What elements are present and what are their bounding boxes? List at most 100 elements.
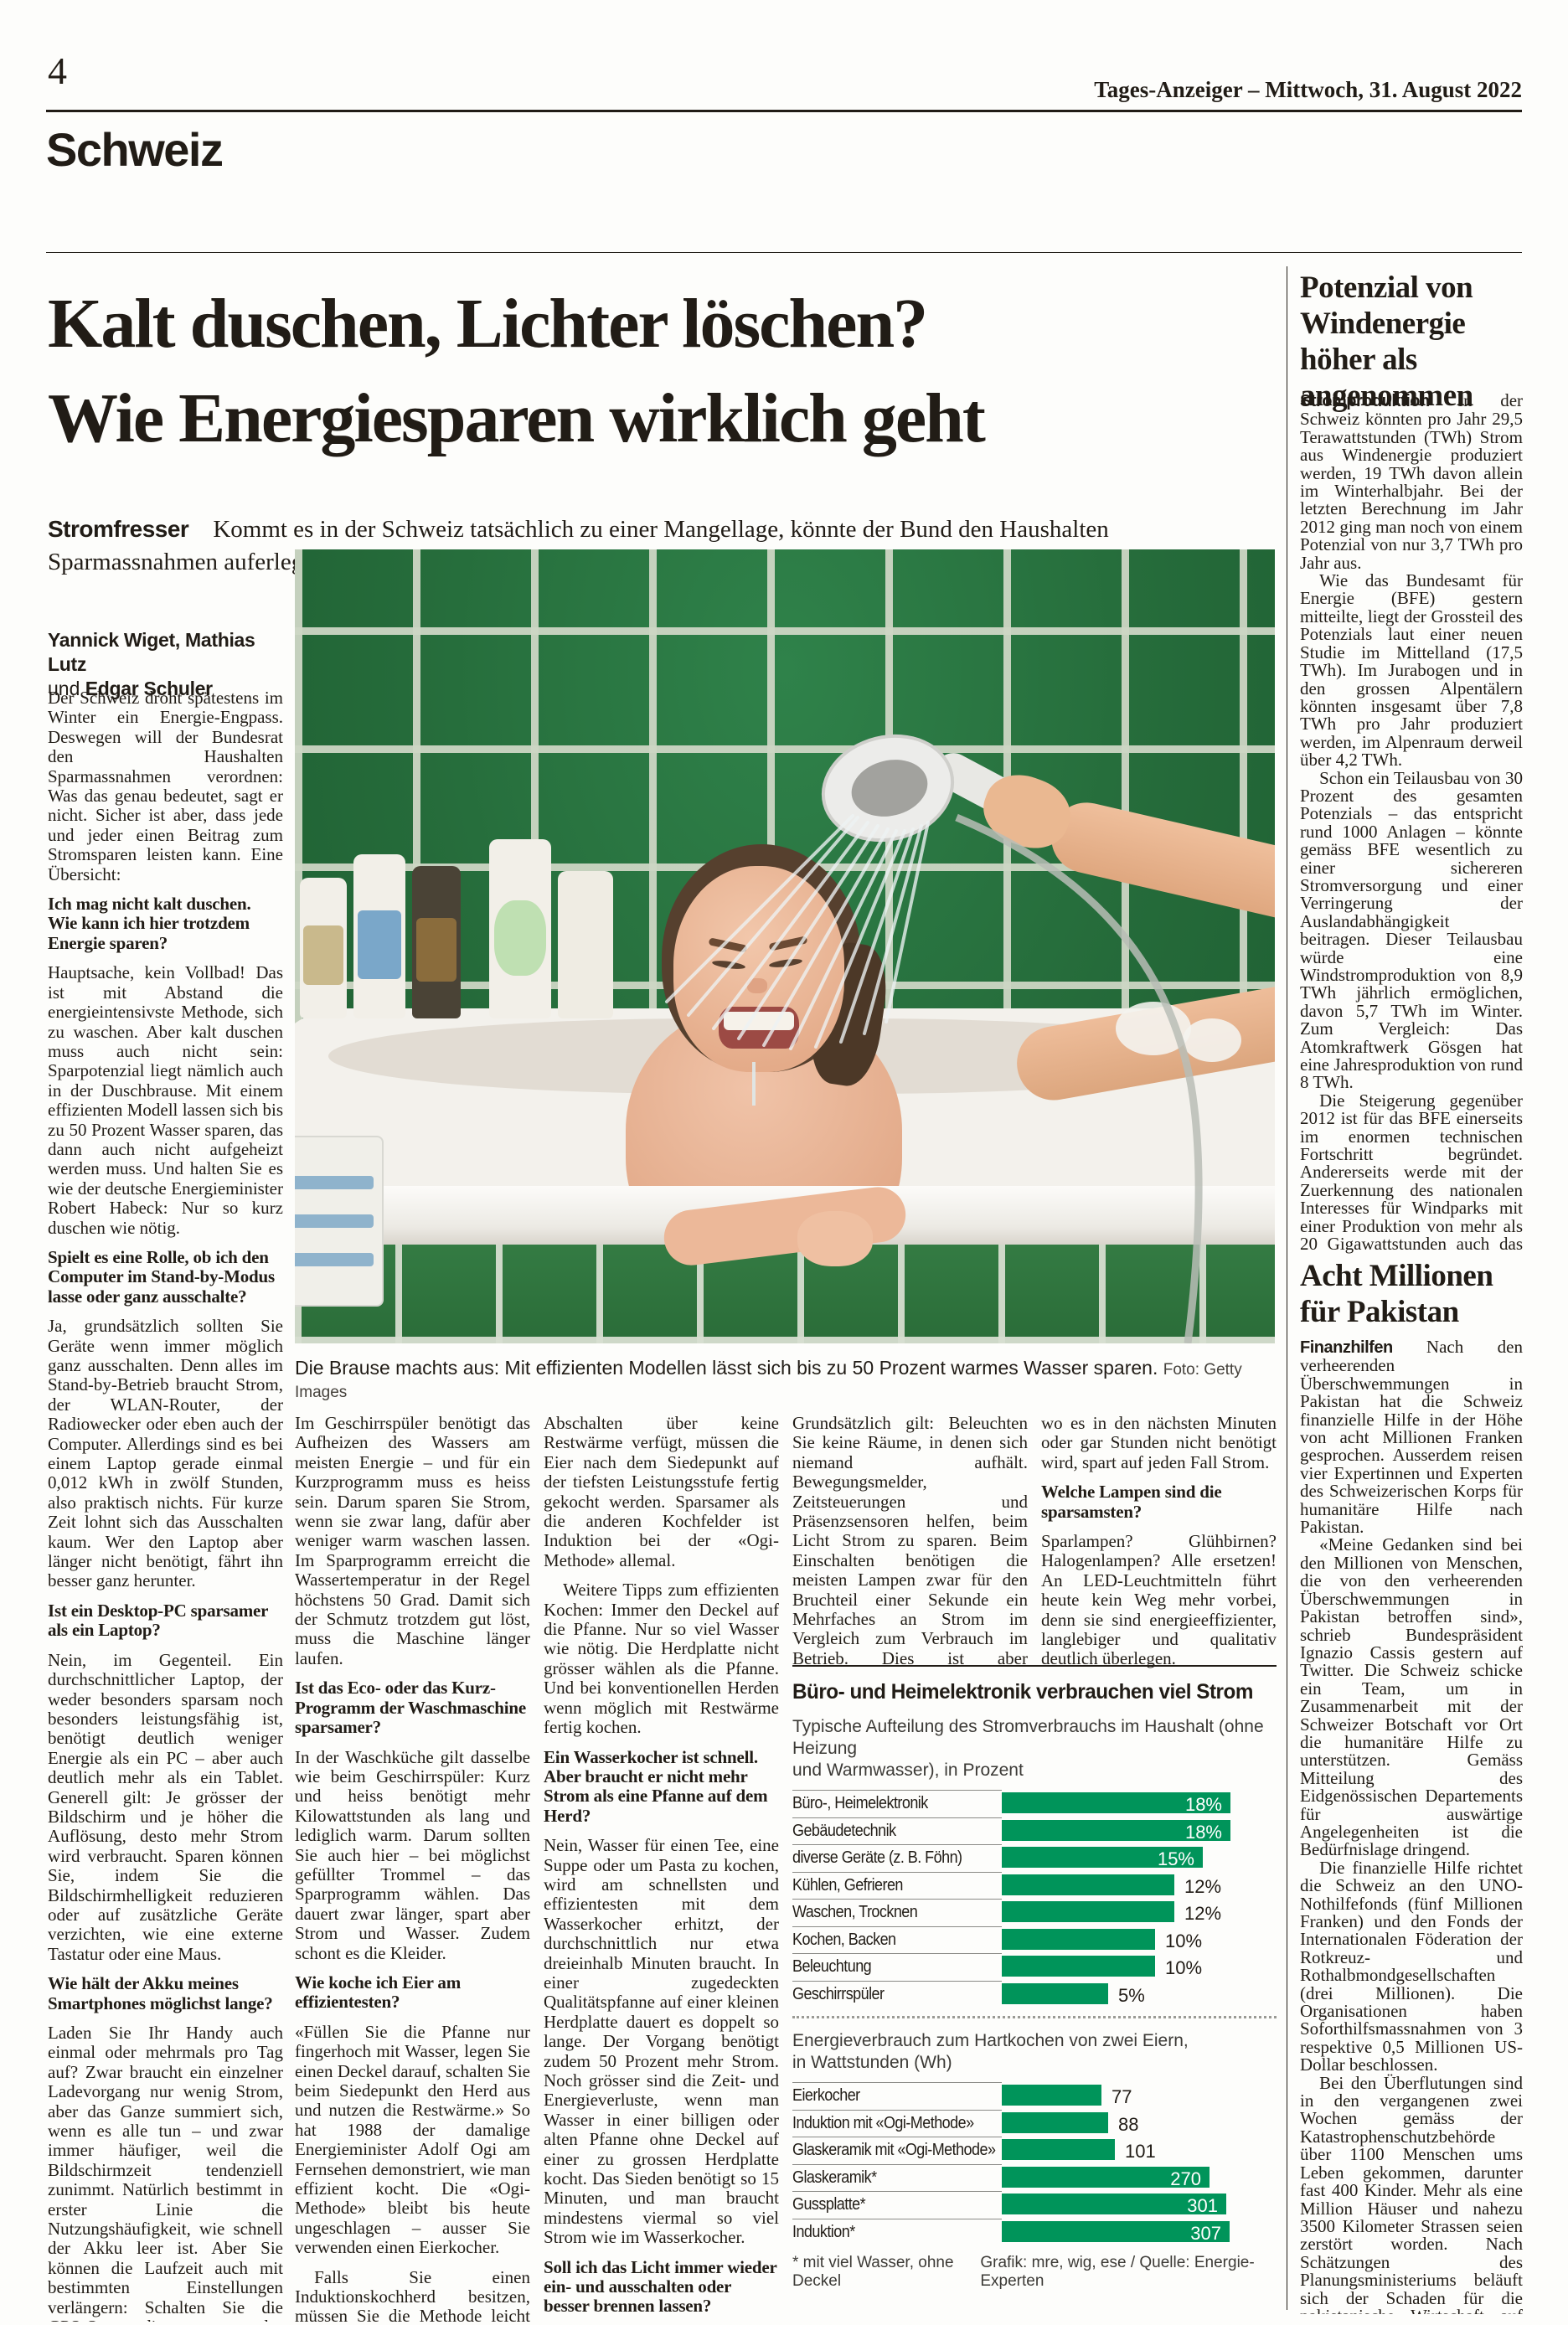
sidebar-paragraph: Stromproduktion In der Schweiz könnten p… (1300, 392, 1523, 573)
bar (1002, 2111, 1108, 2133)
question-header: Wie hält der Akku meines Smartphones mög… (48, 1973, 273, 2013)
bathtub-front-tiles (295, 1245, 1275, 1343)
bar (1002, 1901, 1174, 1922)
sidebar-paragraph: Schon ein Teilausbau von 30 Prozent des … (1300, 767, 1523, 1093)
paragraph-gap (295, 2258, 530, 2268)
bottle-label (357, 910, 402, 979)
body-paragraph: Hauptsache, kein Vollbad! Das ist mit Ab… (48, 962, 283, 1238)
bar-zone: 77 (1002, 2082, 1277, 2110)
article-column-4: Grundsätzlich gilt: Beleuchten Sie keine… (792, 1414, 1028, 1665)
photo-caption: Die Brause machts aus: Mit effizienten M… (295, 1357, 1275, 1402)
bar-zone: 10% (1002, 1953, 1277, 1981)
article-headline: Kalt duschen, Lichter löschen? Wie Energ… (48, 276, 1283, 466)
sidebar-article-1-title: Potenzial von Windenergie höher als ange… (1300, 271, 1473, 413)
article-column-2: Im Geschirrspüler benötigt das Aufheizen… (295, 1414, 530, 2322)
body-paragraph: «Füllen Sie die Pfanne nur fingerhoch mi… (295, 2021, 530, 2258)
bar-zone: 5% (1002, 1981, 1277, 2008)
body-paragraph: Falls Sie einen Induktionskochherd besit… (295, 2266, 530, 2322)
chart-bar-row: Büro-, Heimelektronik 18% (792, 1790, 1277, 1817)
body-paragraph: Nein, im Gegenteil. Ein durchschnittlich… (48, 1649, 283, 1964)
body-paragraph: In der Waschküche gilt dasselbe wie beim… (295, 1746, 530, 1963)
bar-value-label: 5% (1118, 1984, 1145, 2006)
question-header: Welche Lampen sind die sparsamsten? (1041, 1482, 1222, 1522)
article-kicker: Stromfresser (48, 516, 189, 542)
bar (1002, 1956, 1155, 1977)
headline-line-1: Kalt duschen, Lichter löschen? (48, 285, 928, 363)
question-header: Soll ich das Licht immer wieder ein- und… (544, 2256, 777, 2317)
bar-category-label: Beleuchtung (792, 1953, 1002, 1981)
bar-category-text: Glaskeramik mit «Ogi-Methode» (792, 2141, 996, 2159)
byline-connector: und (48, 678, 85, 699)
shampoo-bottle (558, 871, 613, 1018)
shampoo-bottle (353, 854, 405, 1018)
sidebar-lead-in: Stromproduktion (1300, 392, 1458, 410)
bar-value-label: 307 (1190, 2222, 1221, 2244)
bar-value-label: 15% (1157, 1848, 1194, 1869)
chart-footnote: * mit viel Wasser, ohne Deckel (792, 2254, 954, 2290)
bar-category-text: Kochen, Backen (792, 1930, 896, 1949)
bar (1002, 1847, 1203, 1868)
chart-divider (792, 2016, 1277, 2018)
chart-bar-row: Glaskeramik* 270 (792, 2163, 1277, 2192)
page-number: 4 (48, 49, 67, 92)
chart-box: Büro- und Heimelektronik verbrauchen vie… (792, 1665, 1277, 2291)
chart-subtitle-line: in Wattstunden (Wh) (792, 2053, 952, 2072)
chart-bar-row: Waschen, Trocknen 12% (792, 1899, 1277, 1926)
edition-line: Tages-Anzeiger – Mittwoch, 31. August 20… (1094, 77, 1522, 102)
bottle-label (493, 900, 547, 976)
sidebar-paragraph: Finanzhilfen Nach den verheerenden Übers… (1300, 1338, 1523, 1538)
shampoo-bottle (412, 866, 461, 1018)
sidebar-paragraph: «Meine Gedanken sind bei den Millionen v… (1300, 1534, 1523, 1860)
bar-category-text: Induktion* (792, 2222, 855, 2241)
paragraph-gap (544, 2248, 779, 2258)
paragraph-gap (544, 1738, 779, 1748)
shampoo-bottle (489, 839, 551, 1018)
sidebar-article-2-title: Acht Millionen für Pakistan (1300, 1259, 1493, 1329)
header-rule (46, 110, 1522, 112)
bar-zone: 88 (1002, 2110, 1277, 2137)
bar (1002, 2166, 1210, 2188)
bar-category-label: Glaskeramik mit «Ogi-Methode» (792, 2137, 1002, 2164)
bar-value-label: 101 (1125, 2141, 1156, 2162)
bar-value-label: 10% (1165, 1957, 1203, 1978)
sidebar-lead-in: Finanzhilfen (1300, 1338, 1426, 1357)
container-stripe (295, 1214, 374, 1228)
bar-zone: 12% (1002, 1899, 1277, 1926)
body-paragraph: Im Geschirrspüler benötigt das Aufheizen… (295, 1414, 530, 1668)
bar-value-label: 77 (1112, 2086, 1132, 2107)
child-nose (747, 978, 767, 993)
bar-category-text: Kühlen, Gefrieren (792, 1875, 903, 1895)
headline-line-2: Wie Energiesparen wirklich geht (48, 379, 986, 457)
bar-zone: 270 (1002, 2164, 1277, 2192)
chart-title: Büro- und Heimelektronik verbrauchen vie… (792, 1680, 1253, 1704)
bar-category-label: Waschen, Trocknen (792, 1899, 1002, 1926)
bar-category-label: Gussplatte* (792, 2191, 1002, 2219)
bar-category-label: Gebäudetechnik (792, 1817, 1002, 1845)
chart-credit: Grafik: mre, wig, ese / Quelle: Energie-… (980, 2254, 1255, 2290)
sidebar-paragraph: Die Steigerung gegenüber 2012 ist für da… (1300, 1090, 1523, 1255)
byline-authors: Yannick Wiget, Mathias Lutz (48, 629, 255, 675)
paragraph-gap (295, 2013, 530, 2023)
bar (1002, 1982, 1108, 2004)
bar-category-label: Büro-, Heimelektronik (792, 1790, 1002, 1817)
body-paragraph: Laden Sie Ihr Handy auch einmal oder meh… (48, 2023, 283, 2322)
bar (1002, 2139, 1115, 2160)
child-hand (797, 1211, 873, 1266)
question-header: Ein Wasserkocher ist schnell. Aber brauc… (544, 1746, 768, 1826)
bar-category-label: Induktion* (792, 2218, 1002, 2246)
bar-category-label: diverse Geräte (z. B. Föhn) (792, 1844, 1002, 1872)
body-paragraph: Weitere Tipps zum effizienten Kochen: Im… (544, 1580, 779, 1738)
bar-category-label: Kochen, Backen (792, 1925, 1002, 1954)
bar-category-label: Induktion mit «Ogi-Methode» (792, 2109, 1002, 2137)
chart-subtitle: Typische Aufteilung des Stromverbrauchs … (792, 1716, 1277, 1781)
question-header: Ich mag nicht kalt duschen. Wie kann ich… (48, 894, 251, 953)
soap-suds (1183, 1018, 1241, 1062)
chart-bar-row: Kühlen, Gefrieren 12% (792, 1871, 1277, 1900)
container-stripe (295, 1176, 374, 1189)
bar (1002, 1819, 1230, 1841)
caption-text: Die Brause machts aus: Mit effizienten M… (295, 1357, 1158, 1379)
bar-category-text: Waschen, Trocknen (792, 1903, 918, 1921)
bar-zone: 301 (1002, 2191, 1277, 2219)
body-paragraph: Abschalten über keine Restwärme verfügt,… (544, 1414, 779, 1570)
bar (1002, 2194, 1226, 2214)
